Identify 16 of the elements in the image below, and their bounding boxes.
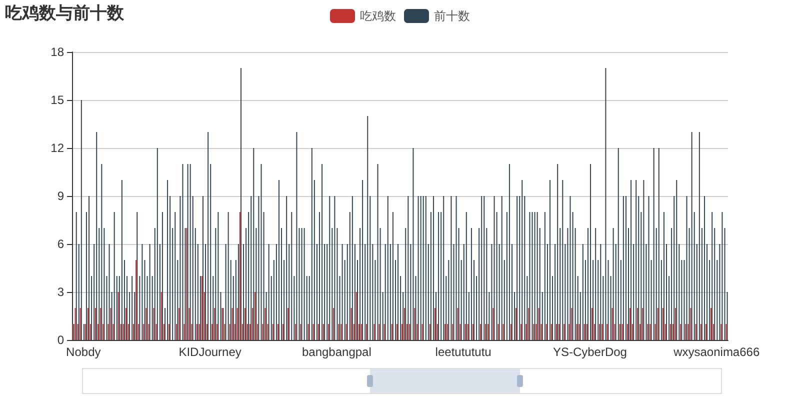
x-tick-label: bangbangpal bbox=[302, 345, 372, 359]
y-tick-label: 9 bbox=[57, 189, 64, 203]
x-tick-label: leetutututu bbox=[435, 345, 492, 359]
x-tick-label: YS-CyberDog bbox=[552, 345, 627, 359]
chart-title: 吃鸡数与前十数 bbox=[5, 4, 125, 24]
legend-label: 吃鸡数 bbox=[360, 9, 396, 23]
y-tick-label: 6 bbox=[57, 237, 64, 251]
x-tick-label: Nobdy bbox=[66, 345, 101, 359]
x-tick-label: wxysaonima666 bbox=[672, 345, 760, 359]
legend-label: 前十数 bbox=[434, 9, 470, 23]
y-tick-label: 18 bbox=[50, 45, 64, 59]
y-tick-label: 0 bbox=[57, 333, 64, 347]
x-tick-label: KIDJourney bbox=[178, 345, 242, 359]
y-tick-label: 12 bbox=[50, 141, 64, 155]
y-tick-label: 15 bbox=[50, 93, 64, 107]
y-tick-label: 3 bbox=[57, 285, 64, 299]
